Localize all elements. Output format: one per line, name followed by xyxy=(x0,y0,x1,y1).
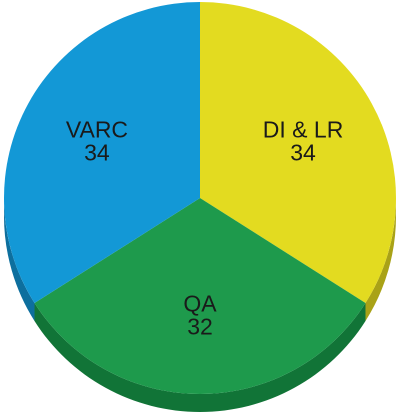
slice-value-qa: 32 xyxy=(187,314,213,340)
slice-value-di-lr: 34 xyxy=(290,139,316,165)
pie-tops xyxy=(4,2,396,394)
pie-sides xyxy=(4,198,396,413)
slice-value-varc: 34 xyxy=(84,139,110,165)
pie-slice-di-lr xyxy=(200,2,396,304)
pie-side-di-lr xyxy=(365,198,396,322)
pie-side-qa xyxy=(34,303,366,413)
slice-label-varc: VARC xyxy=(66,116,128,142)
pie-slice-qa xyxy=(34,198,366,394)
pie-slice-varc xyxy=(4,2,201,304)
pie-side-varc xyxy=(4,198,35,322)
slice-label-qa: QA xyxy=(183,291,217,317)
slice-label-di-lr: DI & LR xyxy=(263,116,344,142)
